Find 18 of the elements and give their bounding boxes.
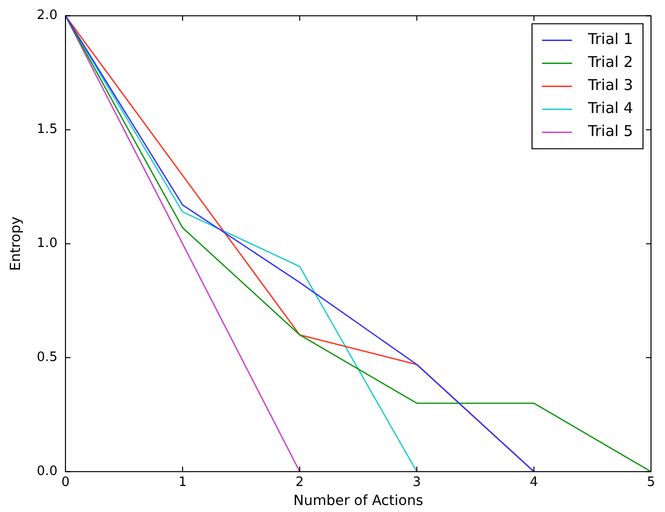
- x-tick-label: 0: [61, 474, 70, 490]
- x-tick-label: 1: [178, 474, 187, 490]
- x-axis-title: Number of Actions: [293, 493, 424, 510]
- x-tick-label: 3: [412, 474, 421, 490]
- x-tick-label: 2: [296, 474, 304, 490]
- y-tick-label: 0.5: [36, 350, 58, 366]
- y-tick-label: 1.5: [36, 122, 58, 138]
- x-tick-label: 4: [530, 474, 538, 490]
- legend-label: Trial 1: [587, 30, 634, 48]
- legend-label: Trial 2: [587, 53, 634, 72]
- y-tick-label: 1.0: [36, 236, 58, 252]
- legend-label: Trial 4: [587, 99, 634, 118]
- y-axis-title: Entropy: [8, 216, 24, 271]
- y-tick-label: 0.0: [36, 464, 58, 479]
- x-tick-label: 5: [646, 474, 656, 490]
- legend-label: Trial 5: [587, 122, 634, 140]
- y-tick-label: 2.0: [36, 8, 58, 24]
- legend-label: Trial 3: [587, 76, 634, 94]
